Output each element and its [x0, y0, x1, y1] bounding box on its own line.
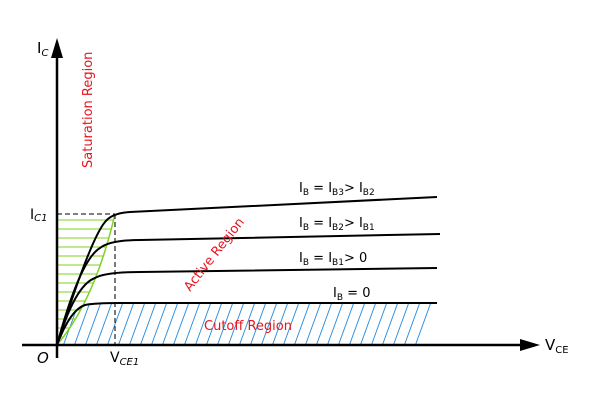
curve-ib1 [56, 267, 438, 346]
curve-label-ib2: IB = IB2> IB1 [299, 216, 375, 233]
saturation-boundary [56, 213, 116, 346]
y-axis-label: IC [37, 39, 48, 59]
curve-ib2 [56, 233, 441, 346]
x-axis-arrow [520, 339, 540, 351]
cutoff-hatch [60, 303, 437, 345]
saturation-region-label: Saturation Region [81, 52, 96, 168]
active-region-label: Active Region [181, 215, 248, 294]
origin-label: O [37, 349, 49, 367]
curve-label-ib0: IB = 0 [333, 286, 370, 303]
x-axis-label: VCE [545, 336, 569, 356]
curve-ib0 [56, 302, 437, 346]
ic1-label: IC1 [30, 207, 48, 224]
cutoff-region-label: Cutoff Region [204, 319, 292, 334]
curve-label-ib1: IB = IB1> 0 [299, 251, 367, 268]
curve-label-ib3: IB = IB3> IB2 [299, 181, 375, 198]
vce1-label: VCE1 [110, 350, 139, 368]
y-axis-arrow [51, 38, 63, 58]
